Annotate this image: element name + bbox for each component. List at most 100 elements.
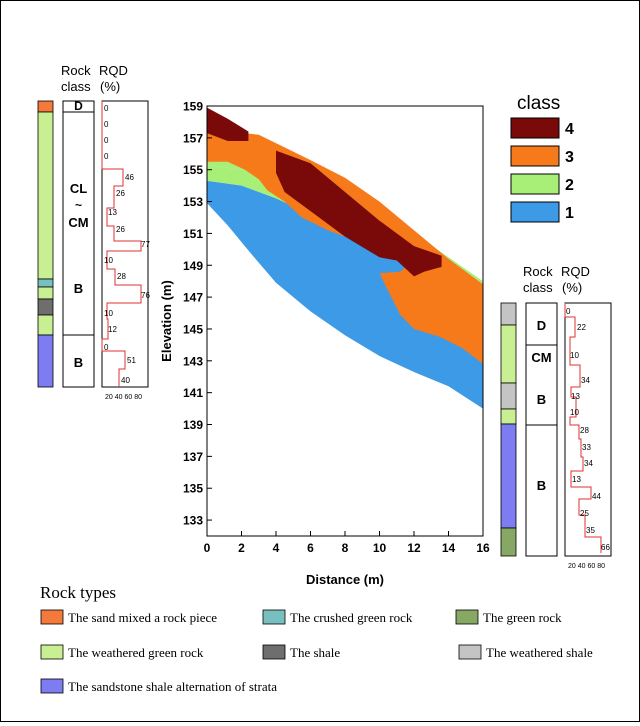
left-class-cl: CL xyxy=(70,181,87,196)
x-axis-label: Distance (m) xyxy=(306,572,384,587)
right-rqd-label: 34 xyxy=(584,459,593,468)
y-tick-label: 147 xyxy=(183,291,203,305)
left-rqd-unit: (%) xyxy=(100,79,120,94)
class-1-zone xyxy=(207,180,483,409)
right-rqd-line xyxy=(564,303,602,553)
right-class-b1: B xyxy=(537,392,546,407)
right-rock-header: Rock xyxy=(523,264,553,279)
y-tick-label: 159 xyxy=(183,100,203,114)
right-type-green-rock xyxy=(500,527,517,557)
left-class-cm: CM xyxy=(68,215,88,230)
y-tick-label: 141 xyxy=(183,386,203,400)
left-rqd-line xyxy=(101,101,142,387)
cross-section-chart: 1591571551531511491471451431411391371351… xyxy=(159,93,574,587)
left-rqd-header: RQD xyxy=(99,63,128,78)
class-3-swatch xyxy=(510,145,560,167)
class-4-zone xyxy=(207,107,249,141)
class-zones xyxy=(207,107,483,409)
rock-types-title: Rock types xyxy=(40,583,116,602)
left-type-weathered-green xyxy=(37,111,54,280)
right-type-weathered-shale-2 xyxy=(500,382,517,410)
right-rqd-labels: 0 22 10 34 13 10 28 33 34 13 44 25 35 66 xyxy=(566,307,610,552)
right-type-weathered-shale xyxy=(500,302,517,326)
left-rqd-label: 0 xyxy=(104,343,109,352)
right-class-cm: CM xyxy=(531,350,551,365)
right-rqd-label: 28 xyxy=(580,426,589,435)
left-rqd-label: 77 xyxy=(141,240,150,249)
left-rqd-label: 0 xyxy=(104,104,109,113)
y-tick-label: 137 xyxy=(183,450,203,464)
left-rock-header: Rock xyxy=(61,63,91,78)
left-rqd-label: 28 xyxy=(117,272,126,281)
left-type-sand xyxy=(37,100,54,113)
class-2-label: 2 xyxy=(565,177,574,194)
left-rqd-label: 0 xyxy=(104,152,109,161)
left-rqd-label: 13 xyxy=(108,208,117,217)
class-4-swatch xyxy=(510,117,560,139)
y-axis: 159 157 155 153 151 149 147 145 143 141 139 137 135 1… xyxy=(183,100,212,528)
left-rqd-label: 0 xyxy=(104,120,109,129)
swatch-weathered-green xyxy=(40,644,64,660)
swatch-sandstone-shale xyxy=(40,678,64,694)
y-tick-label: 157 xyxy=(183,131,203,145)
label-sandstone-shale: The sandstone shale alternation of strat… xyxy=(68,679,277,694)
left-class-b2: B xyxy=(74,355,83,370)
left-class-header: class xyxy=(61,79,91,94)
rock-types-legend: Rock types The sand mixed a rock piece T… xyxy=(40,583,593,694)
label-shale: The shale xyxy=(290,645,340,660)
x-tick-label: 12 xyxy=(407,541,421,555)
label-green-rock: The green rock xyxy=(483,610,562,625)
swatch-shale xyxy=(262,644,286,660)
right-type-weathered-green-2 xyxy=(500,408,517,425)
right-class-b2: B xyxy=(537,478,546,493)
right-rqd-axis: 20 40 60 80 xyxy=(568,563,605,570)
left-rqd-axis: 20 40 60 80 xyxy=(105,394,142,401)
y-tick-label: 133 xyxy=(183,514,203,528)
left-type-weathered-green-3 xyxy=(37,314,54,336)
x-tick-label: 10 xyxy=(373,541,387,555)
left-class-b1: B xyxy=(74,281,83,296)
right-class-header: class xyxy=(523,280,553,295)
right-rqd-unit: (%) xyxy=(562,280,582,295)
class-4-zone xyxy=(276,150,442,277)
left-class-tilde: ~ xyxy=(75,198,82,212)
right-rqd-label: 35 xyxy=(586,526,595,535)
x-tick-label: 2 xyxy=(238,541,245,555)
left-rqd-label: 26 xyxy=(116,225,125,234)
right-class-column xyxy=(525,302,558,557)
class-2-swatch xyxy=(510,173,560,195)
y-tick-label: 139 xyxy=(183,418,203,432)
left-rqd-label: 0 xyxy=(104,136,109,145)
x-axis: 0 2 4 6 8 10 12 14 16 xyxy=(204,531,490,555)
right-rqd-label: 33 xyxy=(582,443,591,452)
left-rqd-label: 12 xyxy=(108,325,117,334)
right-type-weathered-green xyxy=(500,324,517,384)
y-axis-label: Elevation (m) xyxy=(159,280,174,362)
right-rqd-label: 0 xyxy=(566,307,571,316)
right-rqd-label: 66 xyxy=(601,543,610,552)
x-tick-label: 4 xyxy=(273,541,280,555)
class-3-zone xyxy=(207,131,483,364)
right-rqd-label: 34 xyxy=(581,376,590,385)
left-rqd-label: 10 xyxy=(104,309,113,318)
class-legend-title: class xyxy=(517,93,560,114)
class-3-label: 3 xyxy=(565,149,574,166)
x-tick-label: 6 xyxy=(307,541,314,555)
left-class-d: D xyxy=(74,99,83,113)
left-rqd-label: 10 xyxy=(104,256,113,265)
swatch-sand-rock-piece xyxy=(40,609,64,625)
left-rqd-label: 76 xyxy=(141,291,150,300)
swatch-crushed-green xyxy=(262,609,286,625)
y-tick-label: 149 xyxy=(183,259,203,273)
left-rqd-label: 46 xyxy=(125,173,134,182)
left-rqd-label: 51 xyxy=(127,356,136,365)
left-borehole-log: Rock class RQD (%) D CL ~ CM B B 0 0 0 0… xyxy=(37,63,150,401)
class-1-swatch xyxy=(510,201,560,223)
label-crushed-green: The crushed green rock xyxy=(290,610,413,625)
swatch-green-rock xyxy=(455,609,479,625)
right-rqd-label: 13 xyxy=(571,392,580,401)
x-tick-label: 0 xyxy=(204,541,211,555)
right-borehole-log: Rock class RQD (%) D CM B B 0 22 10 34 1… xyxy=(500,264,612,570)
y-tick-label: 155 xyxy=(183,163,203,177)
